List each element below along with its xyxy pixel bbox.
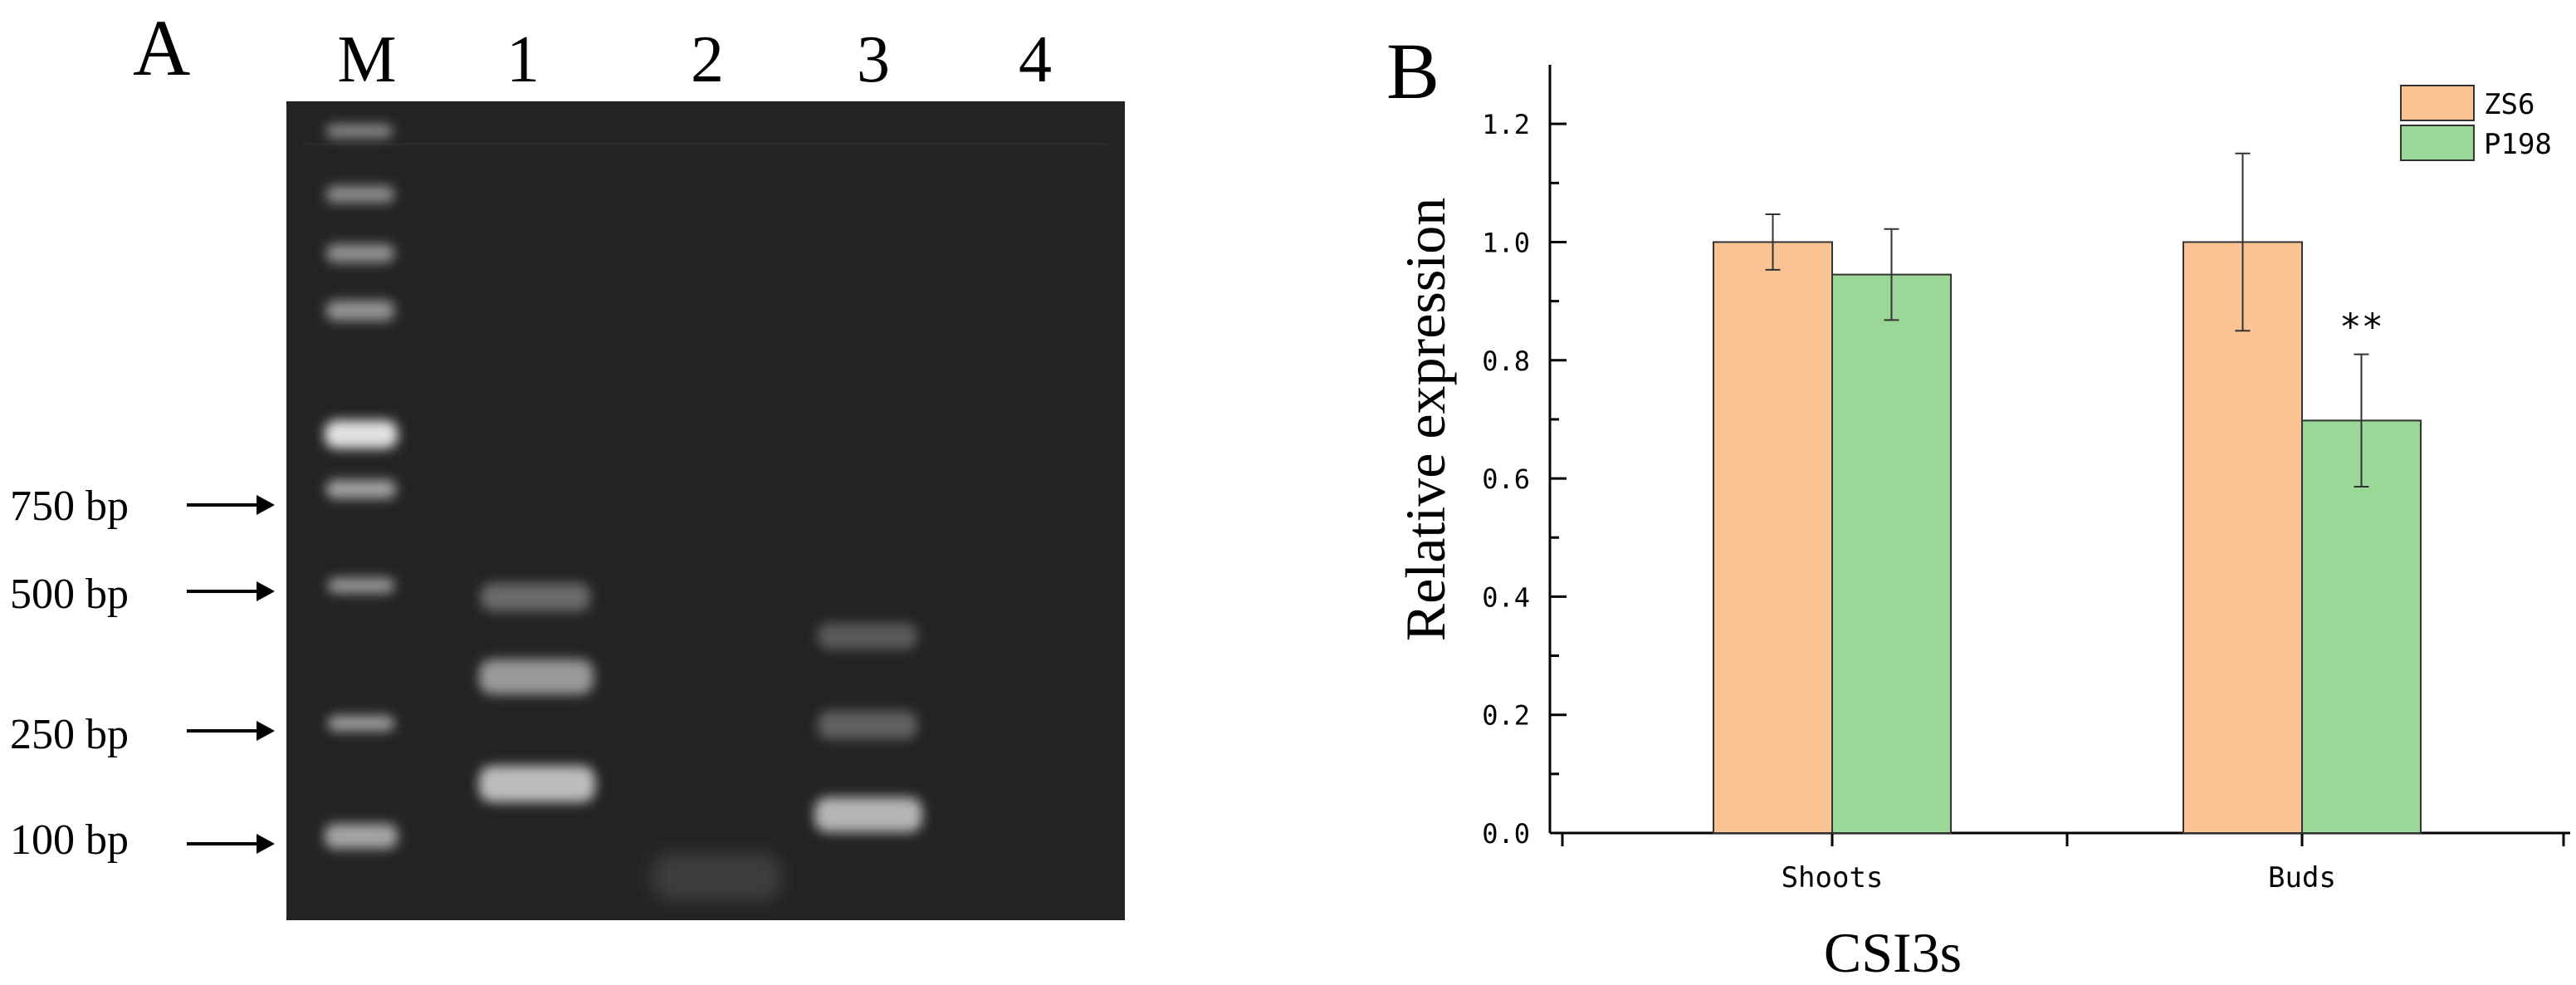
lane-label-4: 4 <box>1019 23 1052 96</box>
error-bars <box>1765 152 2369 488</box>
y-tick-label: 1.2 <box>1482 109 1530 140</box>
ladder-lane-m <box>325 125 398 849</box>
y-axis-label: Relative expression <box>1394 198 1457 641</box>
x-tick-label: Shoots <box>1782 861 1884 894</box>
bars <box>1713 241 2422 835</box>
size-marker-label: 500 bp <box>10 571 129 618</box>
panel-b-letter: B <box>1386 27 1440 115</box>
lane-label-2: 2 <box>691 23 724 96</box>
sample-lane-1 <box>479 583 595 802</box>
bar-p198-shoots <box>1831 273 1952 835</box>
annotations: ** <box>2339 306 2383 349</box>
legend: ZS6 P198 <box>2400 85 2552 161</box>
legend-label: P198 <box>2484 128 2552 161</box>
y-tick-label: 0.0 <box>1482 818 1530 850</box>
y-tick-label: 0.2 <box>1482 700 1530 732</box>
arrow-icon <box>187 495 275 515</box>
y-tick-label: 0.8 <box>1482 345 1530 377</box>
y-tick-label: 1.0 <box>1482 227 1530 258</box>
y-tick-label: 0.6 <box>1482 463 1530 495</box>
size-marker-label: 100 bp <box>10 816 129 864</box>
sample-lane-3 <box>814 623 922 832</box>
y-tick-label: 0.4 <box>1482 581 1530 613</box>
x-axis-label: CSI3s <box>1824 921 1962 984</box>
size-marker-label: 250 bp <box>10 711 129 758</box>
significance-label: ** <box>2339 306 2383 349</box>
arrow-icon <box>187 581 275 601</box>
arrow-icon <box>187 721 275 741</box>
bar-zs6-shoots <box>1713 241 1833 834</box>
bar-chart: B 0.0 0.2 0.4 0.6 0.8 1.0 1.2 Shoots Buds ** ZS… <box>1386 27 2570 984</box>
legend-swatch <box>2400 125 2475 161</box>
arrow-icon <box>187 834 275 854</box>
bar-p198-buds <box>2301 419 2422 834</box>
panel-a-letter: A <box>133 3 191 92</box>
y-axis: 0.0 0.2 0.4 0.6 0.8 1.0 1.2 <box>1482 65 1567 850</box>
legend-label: ZS6 <box>2484 88 2534 121</box>
x-axis: Shoots Buds <box>1550 831 2570 894</box>
lane-label-m: M <box>337 23 397 96</box>
gel-image <box>286 101 1125 920</box>
sample-lane-2 <box>652 854 781 900</box>
legend-swatch <box>2400 85 2475 121</box>
x-tick-label: Buds <box>2268 861 2336 894</box>
lane-label-3: 3 <box>857 23 890 96</box>
size-marker-label: 750 bp <box>10 483 129 530</box>
lane-label-1: 1 <box>506 23 540 96</box>
